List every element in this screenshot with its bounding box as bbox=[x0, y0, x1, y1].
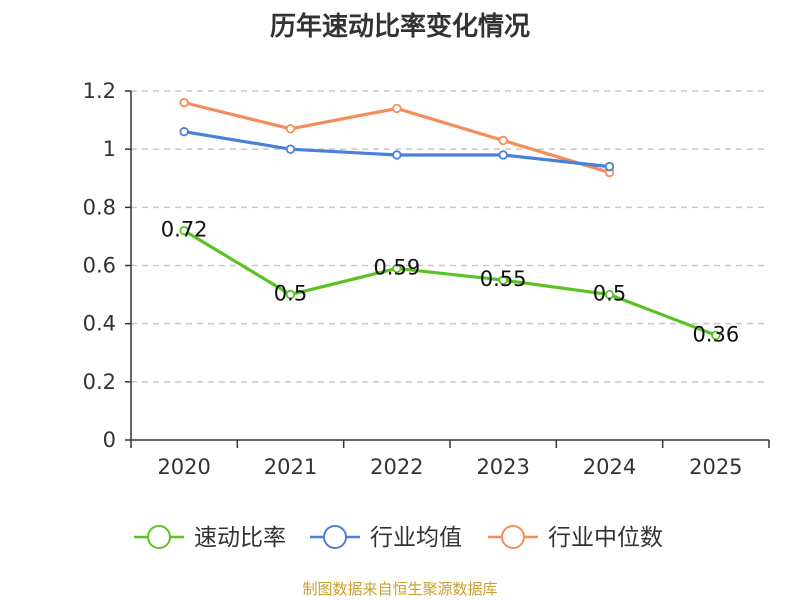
data-point bbox=[498, 135, 508, 146]
data-label: 0.55 bbox=[480, 267, 527, 291]
legend-label: 速动比率 bbox=[194, 525, 286, 551]
data-point bbox=[392, 103, 402, 114]
legend-marker bbox=[323, 525, 347, 549]
data-point bbox=[285, 144, 296, 154]
legend-marker bbox=[147, 525, 171, 549]
x-tick-label: 2022 bbox=[370, 455, 423, 479]
axes: 0 0.2 0.4 0.6 0.8 1 1.2 2020 2021 2022 2023 2024 202… bbox=[83, 79, 770, 479]
y-tick-label: 0.4 bbox=[83, 312, 116, 336]
chart-title: 历年速动比率变化情况 bbox=[269, 12, 530, 42]
y-tick-label: 1 bbox=[103, 137, 116, 161]
y-tick-label: 0.2 bbox=[83, 370, 116, 394]
y-tick-label: 1.2 bbox=[83, 79, 116, 103]
data-point bbox=[179, 225, 189, 236]
data-point bbox=[392, 263, 402, 274]
source-note: 制图数据来自恒生聚源数据库 bbox=[302, 580, 498, 598]
data-label: 0.5 bbox=[274, 282, 307, 306]
data-label: 0.72 bbox=[161, 218, 208, 242]
legend-label: 行业中位数 bbox=[548, 525, 663, 551]
data-point bbox=[179, 97, 189, 108]
x-tick-label: 2021 bbox=[264, 455, 317, 479]
data-point bbox=[285, 124, 296, 134]
y-tick-label: 0 bbox=[103, 428, 116, 452]
data-point bbox=[498, 275, 508, 285]
x-tick-label: 2024 bbox=[583, 455, 636, 479]
data-point bbox=[179, 127, 189, 137]
legend-label: 行业均值 bbox=[370, 525, 462, 551]
x-tick-label: 2025 bbox=[689, 455, 742, 479]
series-group bbox=[179, 97, 721, 340]
gridlines bbox=[131, 90, 769, 383]
data-label: 0.36 bbox=[692, 322, 739, 346]
x-tick-label: 2023 bbox=[476, 455, 529, 479]
data-point bbox=[392, 150, 402, 160]
y-tick-label: 0.8 bbox=[83, 195, 116, 219]
data-point bbox=[498, 150, 508, 160]
legend[interactable]: 速动比率 行业均值 行业中位数 bbox=[134, 525, 663, 551]
x-tick-label: 2020 bbox=[157, 455, 210, 479]
data-label: 0.5 bbox=[593, 282, 626, 306]
data-point bbox=[711, 330, 721, 340]
y-tick-label: 0.6 bbox=[83, 254, 116, 278]
data-labels: 0.72 0.5 0.59 0.55 0.5 0.36 bbox=[161, 218, 739, 347]
data-point bbox=[604, 289, 615, 300]
data-point bbox=[285, 289, 296, 300]
data-label: 0.59 bbox=[373, 255, 420, 279]
legend-marker bbox=[501, 525, 525, 549]
series-line-0 bbox=[183, 229, 717, 337]
data-point bbox=[604, 161, 615, 172]
